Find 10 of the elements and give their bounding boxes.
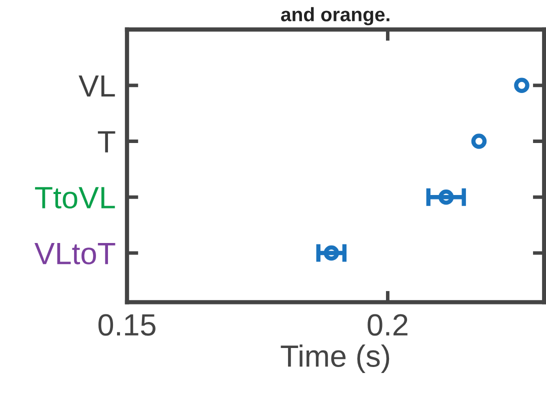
chart-title: and orange. — [281, 7, 390, 26]
y-tick-label: T — [98, 131, 116, 152]
x-tick-label: 0.15 — [98, 314, 156, 336]
y-tick-label: VL — [78, 75, 115, 96]
x-axis-title: Time (s) — [280, 344, 390, 374]
point — [514, 78, 530, 94]
y-tick-label: VLtoT — [34, 243, 116, 264]
x-tick-label: 0.2 — [368, 314, 408, 336]
y-tick-label: TtoVL — [35, 187, 115, 209]
point — [471, 134, 487, 149]
